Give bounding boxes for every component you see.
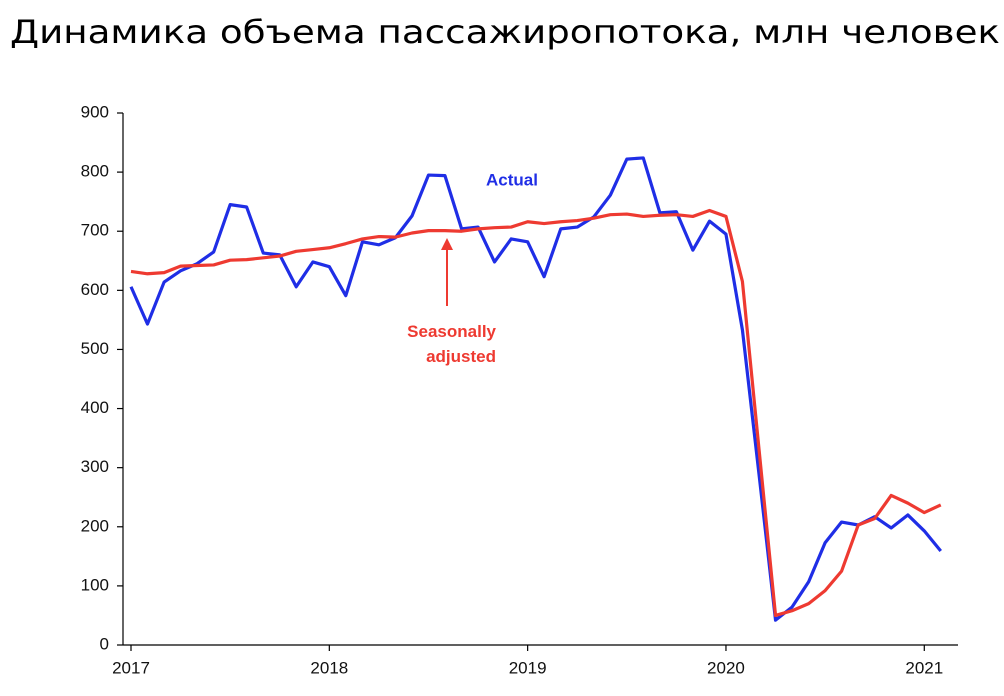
y-tick-label: 600 [81,280,109,299]
series-label-box: Seasonally adjusted [407,322,496,366]
data-line [129,156,942,622]
y-tick-label: 200 [81,516,109,535]
x-tick-label: 2018 [310,658,348,677]
data-line [130,208,942,618]
series-label: Actual [486,170,538,189]
y-tick-label: 500 [81,339,109,358]
x-tick-label: 2017 [112,658,150,677]
y-tick-label: 0 [100,634,109,653]
y-tick-label: 100 [81,575,109,594]
chart-title: Динамика объема пассажиропотока, млн чел… [10,13,1000,51]
series-label: Seasonally adjusted [407,322,496,366]
x-tick-label: 2021 [905,658,943,677]
y-tick-label: 300 [81,457,109,476]
y-tick-label: 700 [81,221,109,240]
y-tick-label: 900 [81,102,109,121]
x-tick-label: 2020 [707,658,745,677]
y-tick-label: 800 [81,162,109,181]
x-tick-label: 2019 [509,658,547,677]
y-tick-label: 400 [81,398,109,417]
annotation-arrowhead [441,238,453,250]
